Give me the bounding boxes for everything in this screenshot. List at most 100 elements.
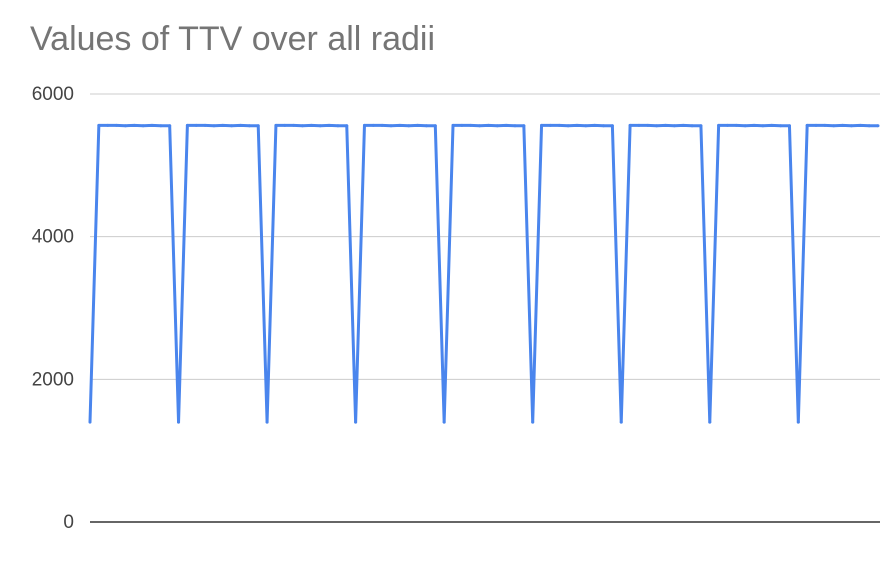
data-point [380,123,384,127]
data-point [575,123,579,127]
series-line [88,123,878,424]
data-point [566,124,570,128]
data-point [495,124,499,128]
data-point [203,123,207,127]
data-point [725,123,729,127]
data-point [717,123,721,127]
data-point [610,124,614,128]
data-point [97,123,101,127]
data-point [362,123,366,127]
data-point [442,420,446,424]
data-point [655,124,659,128]
data-point [690,124,694,128]
data-point [106,123,110,127]
data-point [247,124,251,128]
data-point [779,124,783,128]
data-point [177,420,181,424]
data-point [88,420,92,424]
data-point [664,123,668,127]
data-point [557,123,561,127]
data-point [150,123,154,127]
data-point [584,124,588,128]
data-point [239,123,243,127]
data-point [424,124,428,128]
data-point [486,123,490,127]
data-point [602,124,606,128]
data-point [327,123,331,127]
data-point [398,123,402,127]
data-point [770,123,774,127]
data-point [433,124,437,128]
y-tick-label: 4000 [32,227,74,248]
data-point [743,124,747,128]
y-tick-label: 6000 [32,84,74,105]
data-point [548,123,552,127]
data-point [230,124,234,128]
data-point [805,123,809,127]
data-point [407,124,411,128]
data-point [123,124,127,128]
data-point [416,123,420,127]
y-tick-label: 2000 [32,369,74,390]
data-point [672,124,676,128]
y-tick-label: 0 [63,512,74,533]
data-point [761,124,765,128]
data-point [858,123,862,127]
data-point [371,123,375,127]
data-point [734,123,738,127]
data-point [132,123,136,127]
data-point [159,124,163,128]
chart-title: Values of TTV over all radii [30,20,436,58]
data-point [300,124,304,128]
data-point [265,420,269,424]
data-point [478,124,482,128]
data-point [513,124,517,128]
data-point [876,124,880,128]
data-point [309,123,313,127]
data-point [221,123,225,127]
data-point [389,124,393,128]
data-point [141,124,145,128]
data-point [256,124,260,128]
data-points [88,123,880,424]
data-point [832,124,836,128]
data-point [867,124,871,128]
data-point [504,123,508,127]
data-point [646,123,650,127]
data-point [540,123,544,127]
data-point [681,123,685,127]
data-point [345,124,349,128]
data-point [699,124,703,128]
series-layer [88,123,878,424]
data-point [274,123,278,127]
data-point [185,123,189,127]
data-point [460,123,464,127]
data-point [619,420,623,424]
data-point [168,124,172,128]
data-point [841,123,845,127]
data-point [708,420,712,424]
data-point [194,123,198,127]
gridlines [90,93,880,523]
data-point [796,420,800,424]
data-point [336,124,340,128]
data-point [115,123,119,127]
data-point [469,123,473,127]
data-point [628,123,632,127]
data-point [637,123,641,127]
data-point [318,124,322,128]
y-axis-ticks: 0 2000 4000 6000 [32,84,74,533]
data-point [522,124,526,128]
data-point [354,420,358,424]
data-point [752,123,756,127]
data-point [787,124,791,128]
data-point [849,124,853,128]
data-point [212,124,216,128]
data-point [814,123,818,127]
data-point [292,123,296,127]
data-point [531,420,535,424]
data-point [451,123,455,127]
data-point [593,123,597,127]
data-point [283,123,287,127]
